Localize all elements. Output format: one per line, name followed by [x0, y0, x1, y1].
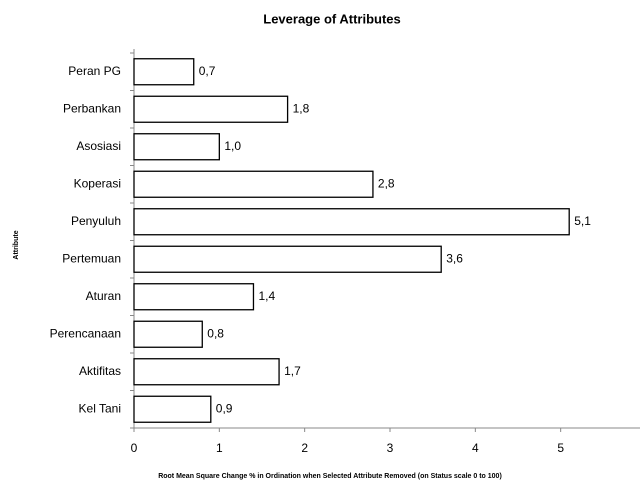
x-tick-label: 0 — [131, 441, 138, 455]
x-tick-label: 5 — [557, 441, 564, 455]
bar — [133, 245, 442, 273]
bar — [133, 133, 220, 161]
y-tick-label: Aktifitas — [79, 364, 121, 378]
y-axis-label: Attribute — [13, 230, 20, 259]
value-label: 5,1 — [574, 214, 591, 228]
y-tick-label: Aturan — [86, 289, 121, 303]
y-tick-label: Kel Tani — [79, 401, 121, 415]
x-axis-label: Root Mean Square Change % in Ordination … — [158, 473, 502, 480]
bar — [133, 358, 280, 386]
y-tick-label: Asosiasi — [76, 139, 121, 153]
bar — [133, 170, 374, 198]
value-label: 1,8 — [293, 101, 310, 115]
y-tick-label: Peran PG — [68, 64, 121, 78]
value-label: 1,0 — [224, 139, 241, 153]
y-tick-label: Koperasi — [74, 176, 121, 190]
x-tick-label: 4 — [472, 441, 479, 455]
value-label: 3,6 — [446, 251, 463, 265]
bar — [133, 208, 570, 236]
x-tick-label: 2 — [301, 441, 308, 455]
chart-title: Leverage of Attributes — [263, 11, 401, 26]
y-tick-label: Pertemuan — [62, 251, 121, 265]
value-label: 1,4 — [258, 289, 275, 303]
value-label: 2,8 — [378, 176, 395, 190]
value-label: 0,9 — [216, 401, 233, 415]
bar — [133, 95, 289, 123]
x-tick-label: 1 — [216, 441, 223, 455]
value-label: 0,8 — [207, 326, 224, 340]
y-tick-label: Penyuluh — [71, 214, 121, 228]
y-tick-label: Perbankan — [63, 101, 121, 115]
bar — [133, 395, 212, 423]
bar — [133, 283, 255, 311]
x-tick-label: 3 — [387, 441, 394, 455]
value-label: 0,7 — [199, 64, 216, 78]
bar — [133, 320, 203, 348]
value-label: 1,7 — [284, 364, 301, 378]
y-tick-label: Perencanaan — [50, 326, 121, 340]
bar — [133, 58, 195, 86]
